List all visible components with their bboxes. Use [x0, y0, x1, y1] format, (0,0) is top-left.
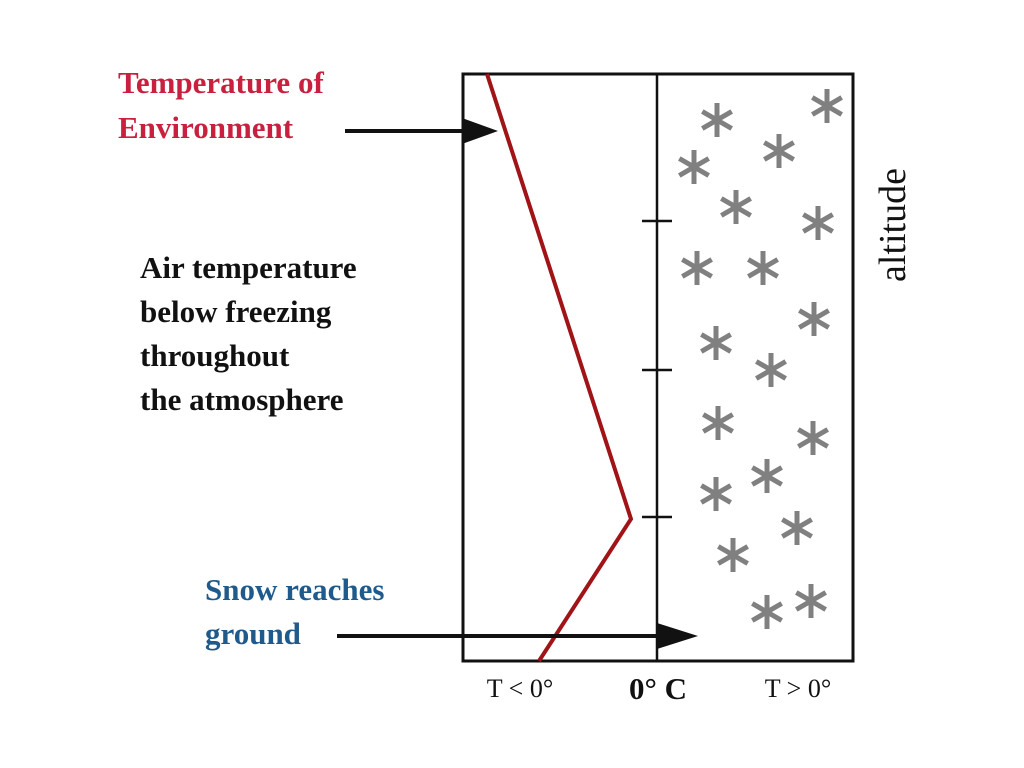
- snowflake-icon: [720, 190, 752, 224]
- environment-label-line2: Environment: [118, 110, 294, 145]
- air-temperature-line1: Air temperature: [140, 250, 357, 285]
- snowflake-icon: [751, 459, 783, 493]
- snowflake-icon: [747, 251, 779, 285]
- snowflake-icon: [811, 89, 843, 123]
- air-temperature-line4: the atmosphere: [140, 382, 343, 417]
- snowflake-icon: [700, 477, 732, 511]
- environment-label-line1: Temperature of: [118, 65, 324, 100]
- snowflake-icon: [700, 326, 732, 360]
- altitude-axis-label: altitude: [872, 168, 914, 282]
- axis-label-below-zero: T < 0°: [487, 674, 553, 703]
- snowflake-icon: [755, 353, 787, 387]
- snowflake-icon: [701, 103, 733, 137]
- snowflake-icon: [797, 421, 829, 455]
- snowflake-icon: [798, 302, 830, 336]
- air-temperature-line2: below freezing: [140, 294, 332, 329]
- environment-temperature-profile: [485, 73, 634, 663]
- snowflake-icon: [702, 406, 734, 440]
- axis-label-above-zero: T > 0°: [765, 674, 831, 703]
- snowflake-icon: [795, 584, 827, 618]
- snowflake-icon: [681, 251, 713, 285]
- snow-label-line2: ground: [205, 616, 301, 651]
- snowflake-field: [678, 89, 843, 629]
- snowflake-icon: [717, 538, 749, 572]
- snowflake-icon: [802, 206, 834, 240]
- arrow-right-icon: [345, 118, 498, 144]
- axis-label-zero: 0° C: [629, 671, 687, 706]
- snowflake-icon: [751, 595, 783, 629]
- snowflake-icon: [763, 134, 795, 168]
- snowflake-icon: [678, 150, 710, 184]
- snow-label-line1: Snow reaches: [205, 572, 384, 607]
- snowflake-icon: [781, 511, 813, 545]
- air-temperature-line3: throughout: [140, 338, 290, 373]
- arrow-right-icon: [337, 623, 698, 649]
